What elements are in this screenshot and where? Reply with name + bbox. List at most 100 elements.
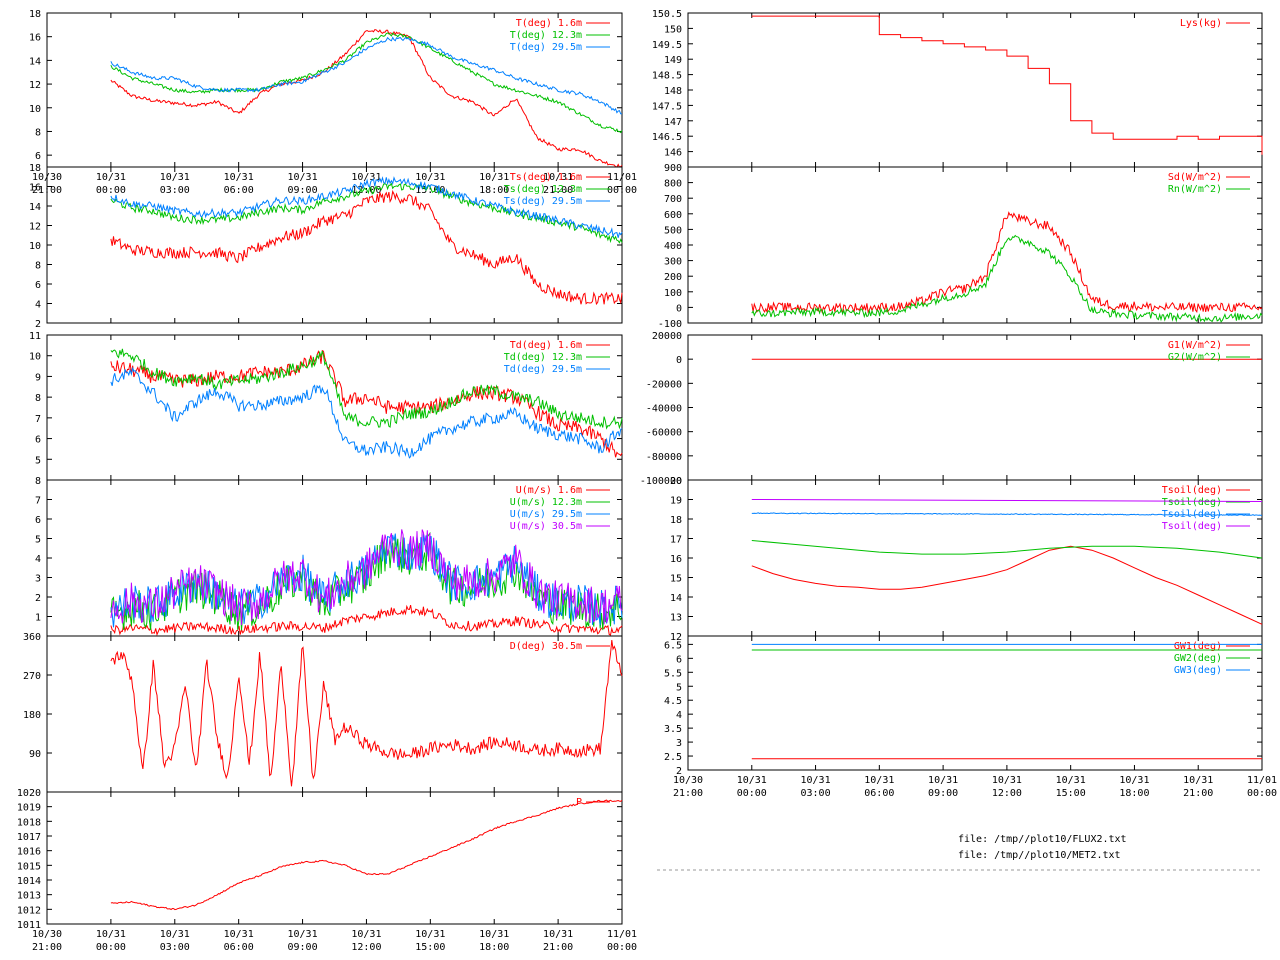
legend-entry: GW2(deg) [1174, 653, 1222, 664]
y-tick-label: 2 [35, 319, 41, 330]
y-tick-label: 15 [670, 574, 682, 585]
chart-p: 1011 1012 1013 1014 1015 1016 1017 1018 1019 1020… [17, 788, 637, 953]
series-line [751, 15, 1263, 155]
y-tick-label: 7 [35, 414, 41, 425]
series-line [110, 29, 623, 168]
y-tick-label: 4 [35, 554, 41, 565]
legend-entry: T(deg) 1.6m [516, 18, 582, 29]
x-tick-label: 06:00 [224, 942, 254, 953]
y-tick-label: 18 [29, 9, 41, 20]
x-tick-label: 15:00 [1056, 788, 1086, 799]
x-tick-label: 11/01 [1247, 775, 1277, 786]
x-tick-label: 21:00 [673, 788, 703, 799]
y-tick-label: 1011 [17, 920, 41, 931]
x-tick-label: 10/31 [288, 929, 318, 940]
y-tick-label: 1012 [17, 905, 41, 916]
y-tick-label: 12 [29, 80, 41, 91]
legend-entry: Tsoil(deg) [1162, 485, 1222, 496]
y-tick-label: 8 [35, 393, 41, 404]
y-tick-label: 700 [664, 194, 682, 205]
y-tick-label: 400 [664, 241, 682, 252]
chart-tsoil: 121314151617181920Tsoil(deg)Tsoil(deg)Ts… [670, 476, 1263, 643]
x-tick-label: 10/30 [32, 929, 62, 940]
y-tick-label: 5.5 [664, 668, 682, 679]
legend-entry: GW3(deg) [1174, 665, 1222, 676]
y-tick-label: 1020 [17, 788, 41, 799]
y-tick-label: 5 [35, 455, 41, 466]
series-line [110, 604, 623, 637]
x-tick-label: 09:00 [288, 942, 318, 953]
x-tick-label: 12:00 [351, 942, 381, 953]
y-tick-label: 6 [35, 515, 41, 526]
plot-frame [687, 635, 1263, 771]
legend-entry: Lys(kg) [1180, 18, 1222, 29]
legend-entry: Ts(deg) 1.6m [510, 172, 582, 183]
x-tick-label: 11/01 [607, 929, 637, 940]
legend-entry: Tsoil(deg) [1162, 497, 1222, 508]
x-tick-label: 18:00 [479, 942, 509, 953]
x-tick-label: 10/31 [1119, 775, 1149, 786]
series-line [110, 176, 623, 238]
x-tick-label: 15:00 [415, 942, 445, 953]
legend-entry: T(deg) 12.3m [510, 30, 582, 41]
y-tick-label: 1013 [17, 891, 41, 902]
legend-entry: Ts(deg) 29.5m [504, 196, 582, 207]
y-tick-label: 180 [23, 710, 41, 721]
x-tick-label: 10/31 [1183, 775, 1213, 786]
y-tick-label: 6 [35, 151, 41, 162]
series-line [110, 189, 623, 306]
x-tick-label: 10/31 [351, 929, 381, 940]
file-label-flux: file: /tmp//plot10/FLUX2.txt [958, 834, 1127, 845]
y-tick-label: 600 [664, 210, 682, 221]
y-tick-label: 800 [664, 179, 682, 190]
x-tick-label: 10/31 [224, 172, 254, 183]
x-tick-label: 18:00 [479, 185, 509, 196]
y-tick-label: 13 [670, 613, 682, 624]
x-tick-label: 10/31 [928, 775, 958, 786]
x-tick-label: 10/31 [415, 929, 445, 940]
y-tick-label: 149 [664, 55, 682, 66]
y-tick-label: 900 [664, 163, 682, 174]
x-tick-label: 00:00 [607, 942, 637, 953]
x-tick-label: 10/31 [288, 172, 318, 183]
x-tick-label: 21:00 [32, 942, 62, 953]
x-tick-label: 18:00 [1119, 788, 1149, 799]
y-tick-label: 147.5 [652, 101, 682, 112]
x-tick-label: 06:00 [224, 185, 254, 196]
series-line [751, 234, 1263, 323]
legend-entry: P [576, 797, 582, 808]
x-tick-label: 10/31 [992, 775, 1022, 786]
x-tick-label: 03:00 [160, 185, 190, 196]
series-line [110, 32, 623, 134]
x-tick-label: 00:00 [96, 185, 126, 196]
y-tick-label: 8 [35, 127, 41, 138]
series-line [110, 640, 623, 787]
x-tick-label: 10/31 [543, 929, 573, 940]
x-tick-label: 10/31 [737, 775, 767, 786]
x-tick-label: 06:00 [864, 788, 894, 799]
x-tick-label: 15:00 [415, 185, 445, 196]
y-tick-label: 500 [664, 225, 682, 236]
y-tick-label: 8 [35, 261, 41, 272]
x-tick-label: 10/31 [864, 775, 894, 786]
y-tick-label: 360 [23, 632, 41, 643]
legend-entry: Td(deg) 12.3m [504, 352, 582, 363]
y-tick-label: 16 [29, 183, 41, 194]
y-tick-label: -60000 [646, 428, 682, 439]
y-tick-label: 270 [23, 671, 41, 682]
y-tick-label: 3.5 [664, 724, 682, 735]
y-tick-label: 3 [676, 738, 682, 749]
chart-gw: 2 2.5 3 3.5 4 4.5 5 5.5 6 6.5 10/30 21:00 10/31 00:00… [664, 635, 1277, 799]
x-tick-label: 03:00 [801, 788, 831, 799]
series-line [110, 533, 623, 628]
y-tick-label: 5 [35, 535, 41, 546]
y-tick-label: 6.5 [664, 640, 682, 651]
y-tick-label: 3 [35, 574, 41, 585]
y-tick-label: 4.5 [664, 696, 682, 707]
y-tick-label: 90 [29, 749, 41, 760]
y-tick-label: 2.5 [664, 752, 682, 763]
series-line [110, 182, 623, 244]
y-tick-label: 150.5 [652, 9, 682, 20]
series-line [751, 545, 1263, 625]
